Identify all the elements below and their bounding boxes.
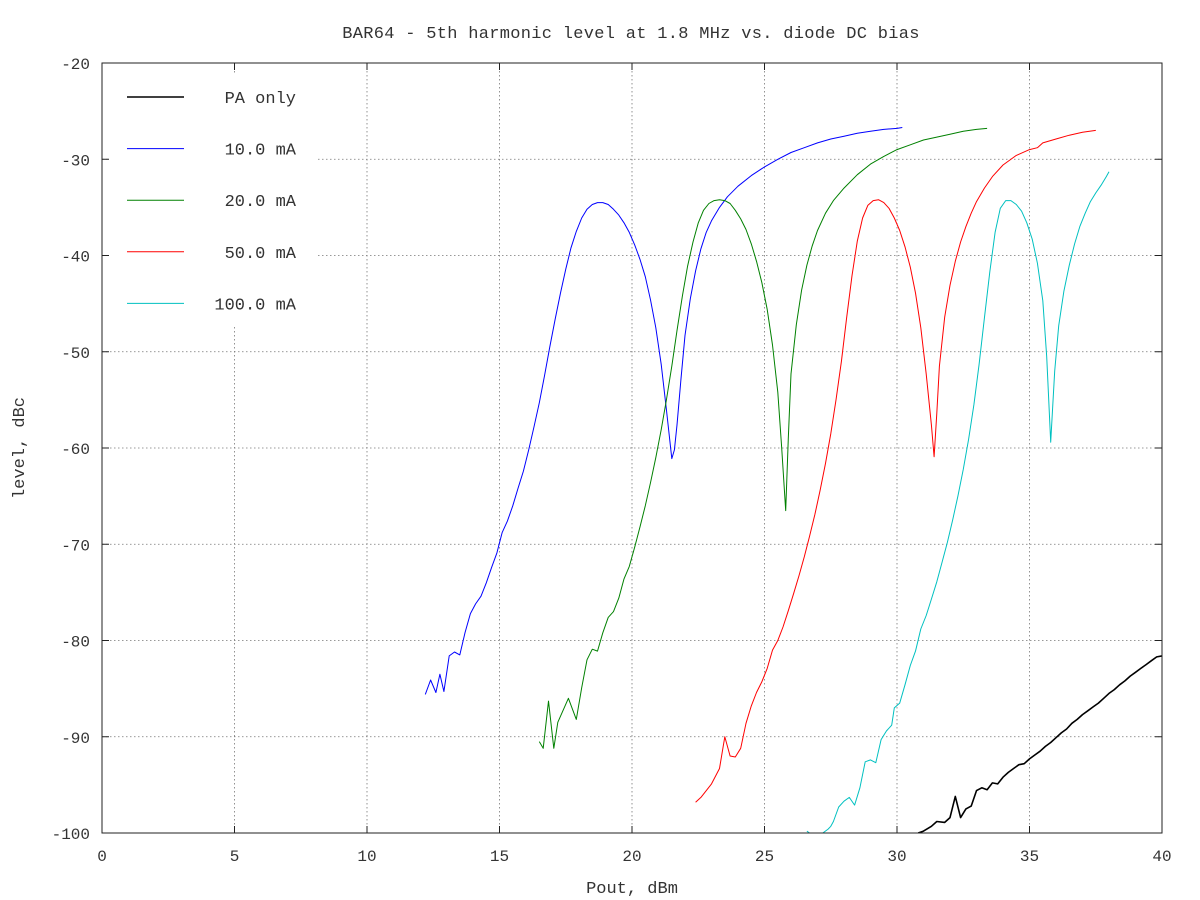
axis-ticks: 0 5 10 15 20 25 30 35 40 -100 -90 -80 -70 -60 -50 -40 -3… <box>52 56 1172 866</box>
x-tick-label: 10 <box>357 848 376 866</box>
plot-series <box>424 127 1162 833</box>
x-tick-label: 30 <box>887 848 906 866</box>
y-tick-label: -50 <box>61 345 90 363</box>
legend-background <box>108 75 318 327</box>
x-tick-label: 35 <box>1020 848 1039 866</box>
chart-title: BAR64 - 5th harmonic level at 1.8 MHz vs… <box>342 25 920 44</box>
legend-label: 10.0 mA <box>225 142 297 161</box>
legend: PA only 10.0 mA 20.0 mA 50.0 mA 100.0 mA <box>108 75 318 327</box>
x-tick-label: 5 <box>230 848 240 866</box>
legend-label: 20.0 mA <box>225 193 297 212</box>
series-line-4 <box>806 171 1110 833</box>
y-tick-label: -70 <box>61 537 90 555</box>
legend-label: PA only <box>225 90 296 109</box>
x-tick-label: 15 <box>490 848 509 866</box>
y-tick-label: -30 <box>61 152 90 170</box>
series-line-1 <box>424 127 903 695</box>
y-tick-label: -20 <box>61 56 90 74</box>
y-tick-label: -60 <box>61 441 90 459</box>
legend-label: 50.0 mA <box>225 245 297 264</box>
x-axis-label: Pout, dBm <box>586 880 678 899</box>
x-tick-label: 20 <box>622 848 641 866</box>
series-line-3 <box>695 129 1096 803</box>
y-axis-label: level, dBc <box>11 397 30 499</box>
y-tick-label: -40 <box>61 249 90 267</box>
legend-label: 100.0 mA <box>214 296 296 315</box>
y-tick-label: -80 <box>61 634 90 652</box>
x-tick-label: 0 <box>97 848 107 866</box>
y-tick-label: -90 <box>61 730 90 748</box>
series-line-0 <box>917 655 1162 833</box>
y-tick-label: -100 <box>52 826 90 844</box>
series-line-2 <box>538 127 988 749</box>
x-tick-label: 40 <box>1152 848 1171 866</box>
x-tick-label: 25 <box>755 848 774 866</box>
